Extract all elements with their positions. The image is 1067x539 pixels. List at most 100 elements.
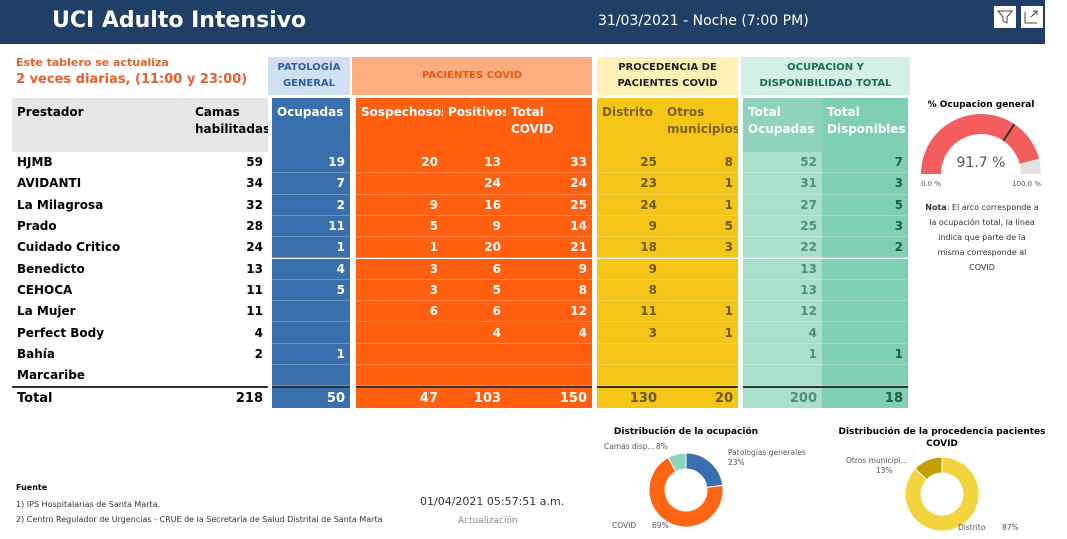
column-header: Positivos (443, 98, 506, 152)
table-cell: 5 (662, 215, 738, 238)
table-cell: 1 (662, 194, 738, 216)
table-cell: 1 (272, 343, 350, 365)
table-cell: 9 (597, 215, 662, 238)
table-cell: 1 (662, 322, 738, 344)
table-cell: 25 (506, 194, 592, 216)
table-cell: 34 (190, 173, 268, 195)
column-header: Sospechosos (356, 98, 443, 152)
column-header: Distrito (597, 98, 662, 152)
table-cell: 13 (743, 258, 822, 280)
column-header: Prestador (12, 98, 190, 152)
table-cell (662, 365, 738, 387)
table-cell: Marcaribe (12, 365, 190, 387)
total-cell: 18 (822, 386, 908, 408)
table-cell (822, 301, 908, 323)
table-cell (190, 365, 268, 387)
table-cell (272, 301, 350, 323)
table-cell: Cuidado Critico (12, 237, 190, 259)
total-cell: 47 (356, 386, 443, 408)
table-cell (443, 343, 506, 365)
table-cell: 14 (506, 215, 592, 238)
table-cell: 2 (272, 194, 350, 216)
donut-label: COVID (612, 521, 636, 530)
total-cell: 50 (272, 386, 350, 408)
table-cell: 23 (597, 173, 662, 195)
note-text: : El arco corresponde a la ocupación tot… (929, 203, 1039, 272)
donut-value-label: 69% (652, 521, 669, 530)
table-cell: 52 (743, 152, 822, 174)
table-cell: 24 (190, 237, 268, 259)
table-cell: CEHOCA (12, 279, 190, 302)
total-cell: 200 (743, 386, 822, 408)
column-header: Total Disponibles (822, 98, 908, 152)
group-header: OCUPACION Y DISPONIBILIDAD TOTAL (741, 57, 910, 95)
table-cell: 21 (506, 237, 592, 259)
table-cell: 1 (743, 343, 822, 365)
total-cell: 130 (597, 386, 662, 408)
table-cell: 20 (443, 237, 506, 259)
donut-label: Patologias generales (728, 448, 806, 457)
table-cell: 9 (356, 194, 443, 216)
table-cell: 13 (443, 152, 506, 174)
table-cell: 19 (272, 152, 350, 174)
table-cell: 28 (190, 215, 268, 238)
table-cell: 3 (356, 258, 443, 280)
table-cell (822, 322, 908, 344)
donut-value-label: 87% (1002, 523, 1019, 532)
table-cell (443, 365, 506, 387)
table-cell (822, 258, 908, 280)
table-cell: La Mujer (12, 301, 190, 323)
table-cell: 5 (272, 279, 350, 302)
donut-segment (667, 452, 687, 473)
table-cell: 1 (356, 237, 443, 259)
table-cell: 8 (506, 279, 592, 302)
toolbar-icons[interactable] (994, 6, 1044, 28)
table-cell: 4 (443, 322, 506, 344)
group-header: PATOLOGÍA GENERAL (268, 57, 350, 95)
donut-label: Otros municipi... (846, 456, 908, 465)
table-cell (272, 365, 350, 387)
donut-segment (648, 456, 724, 528)
donut-label: Distrito (958, 523, 986, 532)
table-cell: 7 (822, 152, 908, 174)
column-header: Total COVID (506, 98, 592, 152)
notice-line: 2 veces diarias, (11:00 y 23:00) (16, 72, 248, 87)
table-cell: 12 (743, 301, 822, 323)
table-cell: 2 (190, 343, 268, 365)
table-cell: La Milagrosa (12, 194, 190, 216)
donut-segment (904, 456, 980, 532)
donut-value-label: 13% (876, 466, 893, 475)
notice-line: Este tablero se actualiza (16, 56, 169, 69)
table-cell (597, 365, 662, 387)
donut-value-label: 8% (656, 442, 668, 451)
total-cell: Total (12, 386, 190, 408)
donut-title: Distribución de la ocupación (614, 426, 758, 437)
table-cell: 1 (822, 343, 908, 365)
note-bold: Nota (925, 203, 947, 212)
table-cell: 3 (597, 322, 662, 344)
table-cell (506, 343, 592, 365)
table-cell: AVIDANTI (12, 173, 190, 195)
table-cell (356, 365, 443, 387)
table-cell: Perfect Body (12, 322, 190, 344)
table-cell: 11 (190, 301, 268, 323)
donut-segment (914, 456, 943, 481)
table-cell: 11 (190, 279, 268, 302)
table-cell: 2 (822, 237, 908, 259)
table-cell (597, 343, 662, 365)
table-cell: 8 (662, 152, 738, 174)
date: 31/03/2021 - Noche (7:00 PM) (598, 13, 809, 29)
group-header: PACIENTES COVID (352, 57, 592, 95)
table-cell: 13 (743, 279, 822, 302)
table-cell: 25 (743, 215, 822, 238)
table-cell: Bahía (12, 343, 190, 365)
table-cell: 31 (743, 173, 822, 195)
source: 1) IPS Hospitalarias de Santa Marta. (16, 500, 161, 509)
table-cell: 6 (356, 301, 443, 323)
gauge-title: % Ocupacion general (928, 100, 1035, 110)
table-cell: 24 (443, 173, 506, 195)
table-cell: 32 (190, 194, 268, 216)
table-cell: 20 (356, 152, 443, 174)
table-cell: 7 (272, 173, 350, 195)
gauge-max: 100.0 % (1012, 180, 1041, 188)
